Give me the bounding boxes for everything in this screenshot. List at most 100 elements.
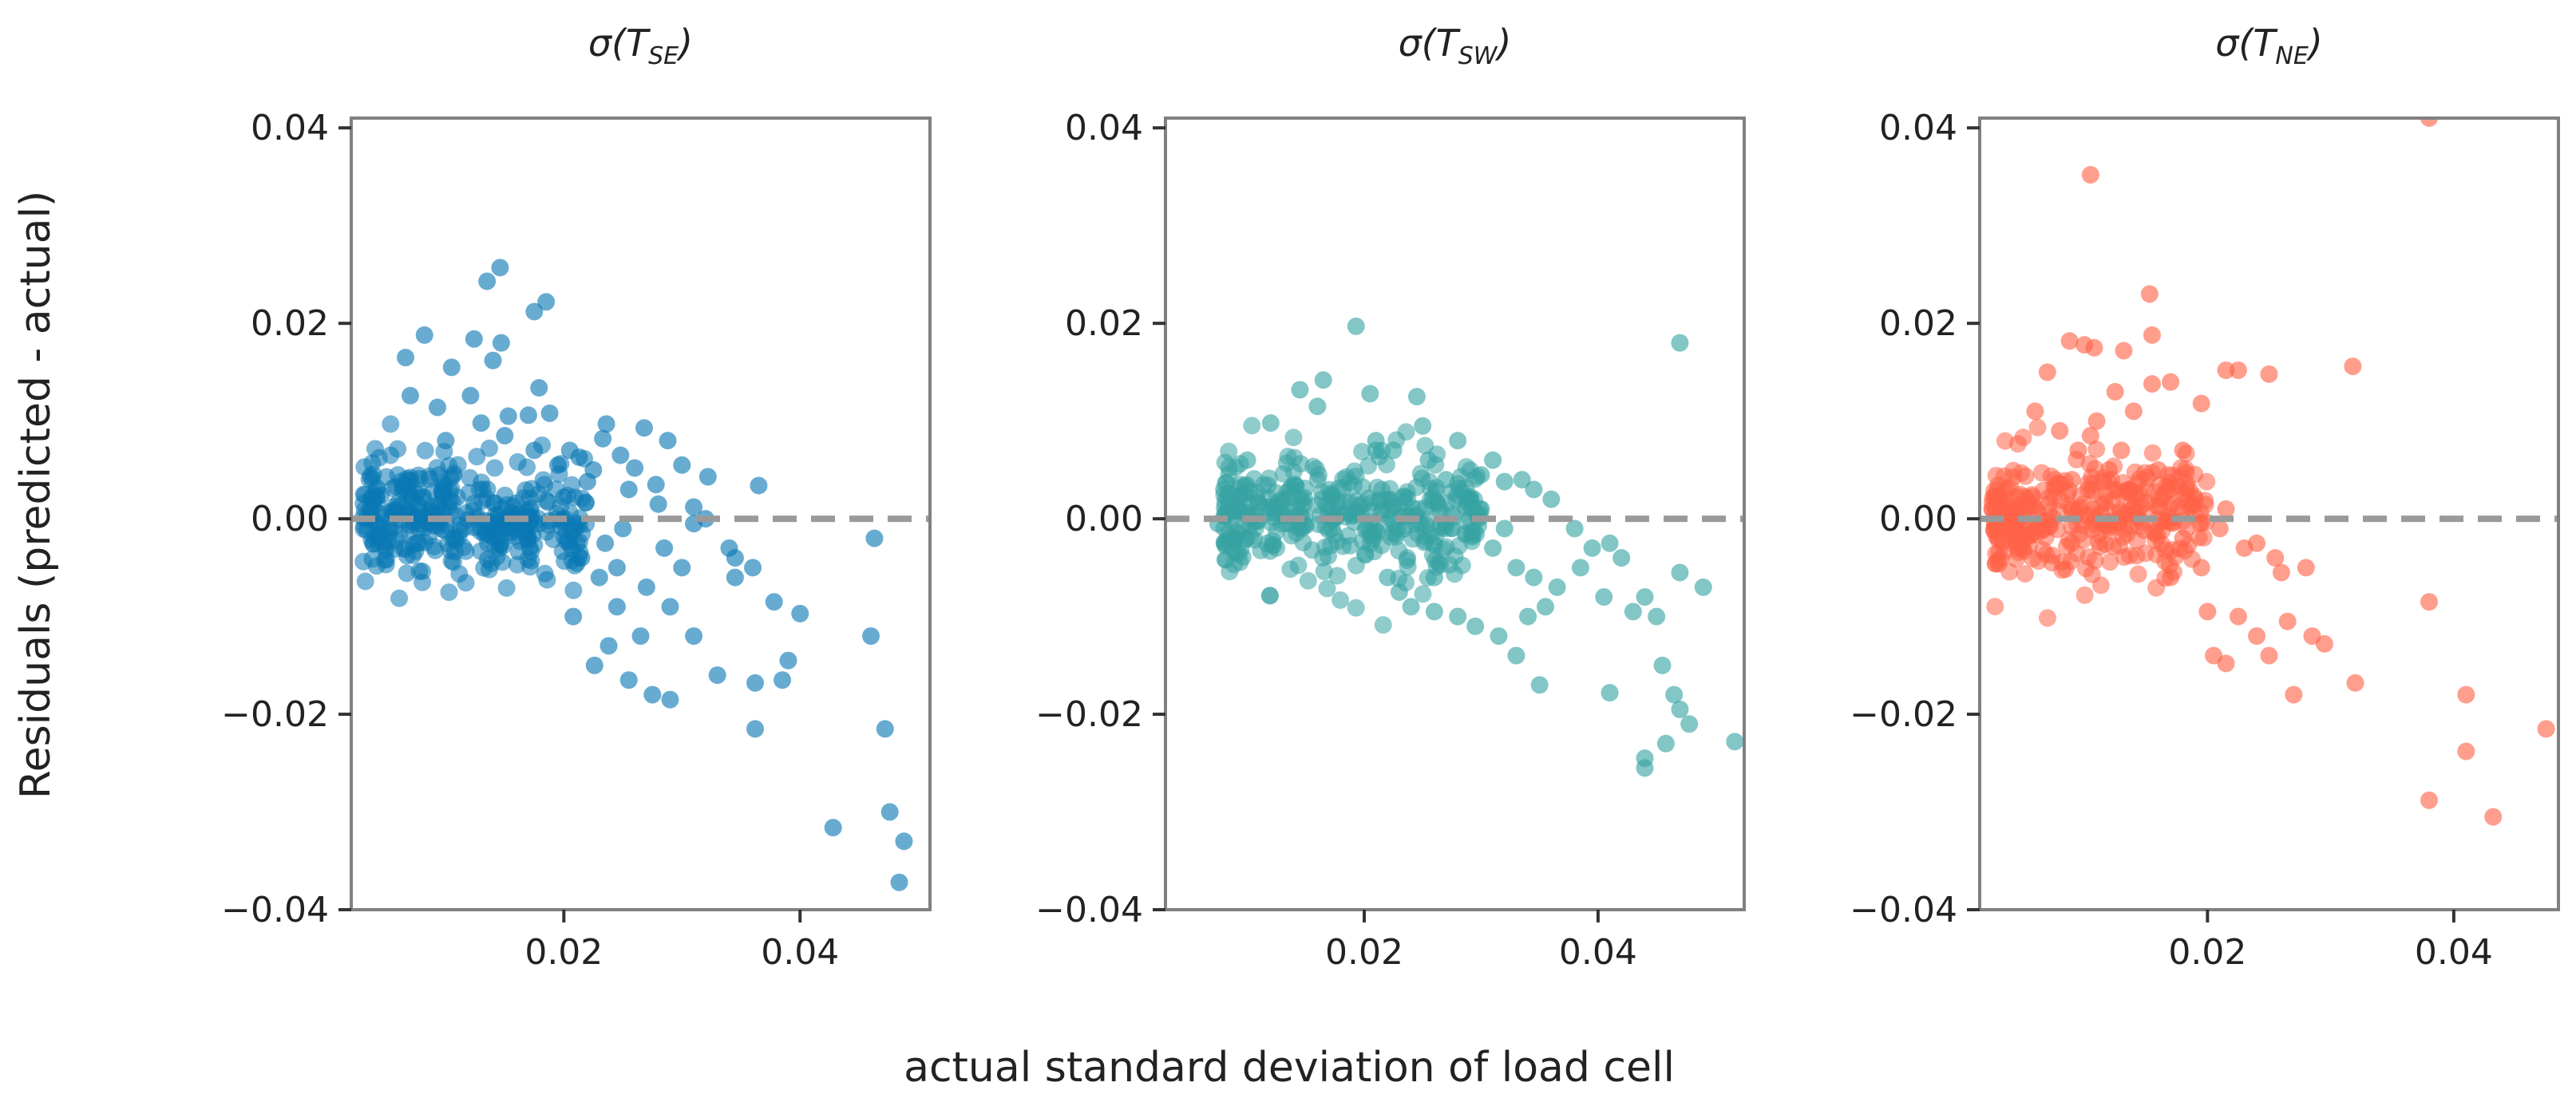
scatter-point: [2101, 553, 2119, 571]
scatter-point: [563, 523, 581, 541]
scatter-point: [1282, 527, 1300, 545]
scatter-point: [1379, 568, 1397, 587]
scatter-point: [2192, 394, 2210, 413]
scatter-point: [1726, 733, 1744, 751]
scatter-point: [2346, 674, 2364, 692]
scatter-point: [655, 539, 674, 557]
scatter-point: [1665, 685, 1684, 704]
scatter-point: [577, 494, 596, 512]
panel-title-main: σ(T: [588, 22, 651, 65]
plot-frame: [350, 117, 932, 911]
scatter-point: [2032, 464, 2051, 482]
x-tick-label: 0.04: [761, 932, 839, 973]
scatter-point: [2014, 429, 2032, 447]
scatter-point: [2344, 357, 2362, 376]
scatter-point: [590, 568, 608, 587]
scatter-point: [473, 492, 492, 510]
scatter-point: [1601, 534, 1619, 552]
scatter-point: [401, 386, 419, 405]
scatter-point: [382, 446, 400, 464]
scatter-point: [564, 581, 583, 599]
scatter-point: [596, 534, 615, 552]
scatter-point: [2034, 521, 2052, 539]
scatter-point: [1226, 529, 1244, 547]
scatter-point: [1292, 497, 1311, 515]
scatter-point: [2106, 382, 2124, 401]
scatter-point: [2457, 742, 2475, 760]
scatter-point: [529, 509, 548, 527]
panel-title-close: ): [676, 22, 693, 65]
scatter-point: [1261, 542, 1280, 560]
y-tick-label: 0.00: [251, 499, 329, 539]
scatter-point: [2020, 527, 2039, 545]
scatter-point: [2420, 791, 2439, 809]
scatter-point: [555, 488, 573, 507]
scatter-point: [499, 407, 517, 425]
scatter-point: [862, 627, 880, 646]
scatter-point: [519, 550, 537, 568]
scatter-point: [2096, 494, 2115, 512]
scatter-point: [1671, 334, 1689, 352]
scatter-point: [2016, 565, 2034, 583]
panel-title: σ(TSW): [1399, 22, 1512, 70]
scatter-point: [444, 467, 462, 485]
x-tick-label: 0.02: [1325, 932, 1403, 973]
scatter-point: [647, 476, 665, 494]
scatter-point: [519, 406, 537, 425]
scatter-point: [2484, 808, 2503, 826]
scatter-point: [2155, 485, 2173, 504]
scatter-point: [1314, 371, 1332, 389]
scatter-point: [472, 414, 490, 433]
scatter-point: [2149, 460, 2167, 479]
scatter-point: [2143, 444, 2162, 462]
scatter-point: [1259, 476, 1277, 495]
scatter-point: [1490, 627, 1508, 646]
scatter-point: [416, 441, 434, 460]
scatter-point: [2052, 491, 2070, 509]
scatter-point: [1345, 462, 1363, 480]
scatter-point: [425, 537, 443, 555]
scatter-point: [614, 519, 632, 538]
scatter-point: [1571, 559, 1589, 577]
scatter-point: [1245, 531, 1264, 549]
scatter-point: [2112, 441, 2131, 460]
scatter-point: [1565, 519, 1584, 538]
scatter-point: [1612, 549, 1631, 567]
scatter-point: [1425, 602, 1443, 621]
scatter-point: [1986, 598, 2004, 616]
scatter-point: [2124, 402, 2143, 421]
y-tick-label: 0.04: [251, 108, 329, 148]
scatter-point: [1472, 466, 1490, 484]
y-tick-label: −0.02: [1850, 694, 1957, 735]
scatter-point: [2048, 520, 2067, 539]
scatter-point: [1525, 568, 1543, 587]
scatter-point: [525, 441, 544, 460]
scatter-point: [1315, 562, 1333, 580]
scatter-point: [410, 466, 428, 484]
scatter-point: [1361, 385, 1379, 403]
scatter-point: [1437, 471, 1455, 489]
y-tick-label: 0.04: [1879, 108, 1957, 148]
scatter-point: [442, 358, 461, 377]
scatter-point: [2198, 602, 2217, 621]
scatter-point: [1548, 578, 1566, 596]
scatter-point: [2085, 338, 2103, 357]
scatter-point: [2315, 634, 2333, 653]
scatter-point: [594, 429, 612, 448]
y-tick-label: −0.04: [221, 890, 329, 930]
scatter-point: [382, 415, 400, 433]
scatter-point: [2081, 166, 2099, 184]
y-tick-label: 0.00: [1879, 499, 1957, 539]
scatter-point: [2046, 471, 2064, 489]
scatter-point: [698, 468, 717, 486]
scatter-point: [1328, 567, 1347, 585]
scatter-point: [2038, 609, 2056, 627]
scatter-point: [1260, 587, 1279, 605]
scatter-point: [2147, 579, 2166, 597]
scatter-point: [661, 598, 679, 616]
scatter-point: [2129, 565, 2147, 583]
scatter-point: [394, 477, 412, 496]
scatter-point: [1409, 524, 1427, 543]
scatter-point: [1345, 476, 1363, 495]
scatter-point: [2144, 523, 2162, 541]
